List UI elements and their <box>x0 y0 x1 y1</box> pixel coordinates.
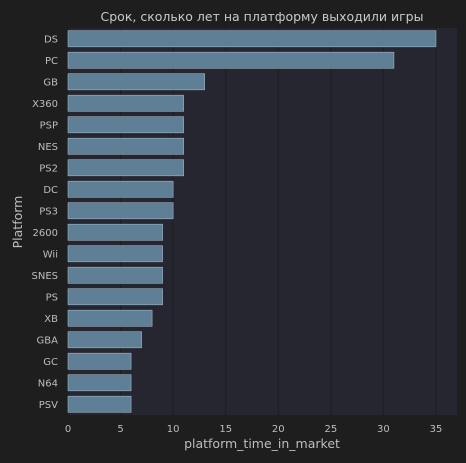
y-tick-label: DC <box>43 185 58 196</box>
grid-lines <box>67 28 437 415</box>
y-tick-label: SNES <box>32 271 59 282</box>
x-tick-label: 35 <box>430 424 443 435</box>
y-tick-label: Wii <box>43 249 58 260</box>
x-tick-label: 0 <box>65 424 71 435</box>
x-tick-label: 10 <box>167 424 180 435</box>
chart-title: Срок, сколько лет на платформу выходили … <box>101 9 424 24</box>
bar <box>67 137 184 155</box>
bar <box>67 395 132 413</box>
y-tick-label: N64 <box>38 378 58 389</box>
bar <box>67 331 142 349</box>
x-tick-label: 30 <box>377 424 390 435</box>
y-tick-label: XB <box>44 314 58 325</box>
y-tick-label: PSV <box>39 400 58 411</box>
y-tick-label: NES <box>38 142 58 153</box>
bar <box>67 51 395 69</box>
x-tick-label: 25 <box>324 424 337 435</box>
x-tick-label: 20 <box>272 424 285 435</box>
bar <box>67 30 437 48</box>
bar <box>67 245 163 263</box>
x-tick-label: 15 <box>219 424 232 435</box>
y-tick-label: PC <box>45 56 58 67</box>
bars <box>67 30 437 413</box>
x-axis-label: platform_time_in_market <box>184 436 340 451</box>
y-tick-labels: DS PC GB X360 PSP NES PS2 DC PS3 2600 Wii SNES PS XB G… <box>32 34 59 411</box>
bar <box>67 288 163 306</box>
bar <box>67 266 163 284</box>
bar <box>67 73 205 91</box>
bar <box>67 94 184 112</box>
y-tick-label: GC <box>43 357 58 368</box>
y-tick-label: PSP <box>40 120 58 131</box>
bar <box>67 352 132 370</box>
bar <box>67 159 184 177</box>
bar <box>67 223 163 241</box>
y-tick-label: 2600 <box>33 228 58 239</box>
x-tick-label: 5 <box>117 424 123 435</box>
y-axis-label: Platform <box>10 196 25 249</box>
plot-area <box>68 28 457 415</box>
y-tick-label: PS3 <box>39 206 58 217</box>
y-tick-label: GBA <box>37 335 59 346</box>
y-tick-label: DS <box>44 34 58 45</box>
y-tick-label: PS <box>46 292 58 303</box>
y-tick-label: GB <box>43 77 58 88</box>
x-tick-labels: 0 5 10 15 20 25 30 35 <box>65 424 443 435</box>
bar <box>67 309 153 327</box>
y-tick-label: X360 <box>32 99 58 110</box>
bar <box>67 202 174 220</box>
y-tick-label: PS2 <box>39 163 58 174</box>
bar <box>67 374 132 392</box>
bar <box>67 116 184 134</box>
bar <box>67 180 174 198</box>
